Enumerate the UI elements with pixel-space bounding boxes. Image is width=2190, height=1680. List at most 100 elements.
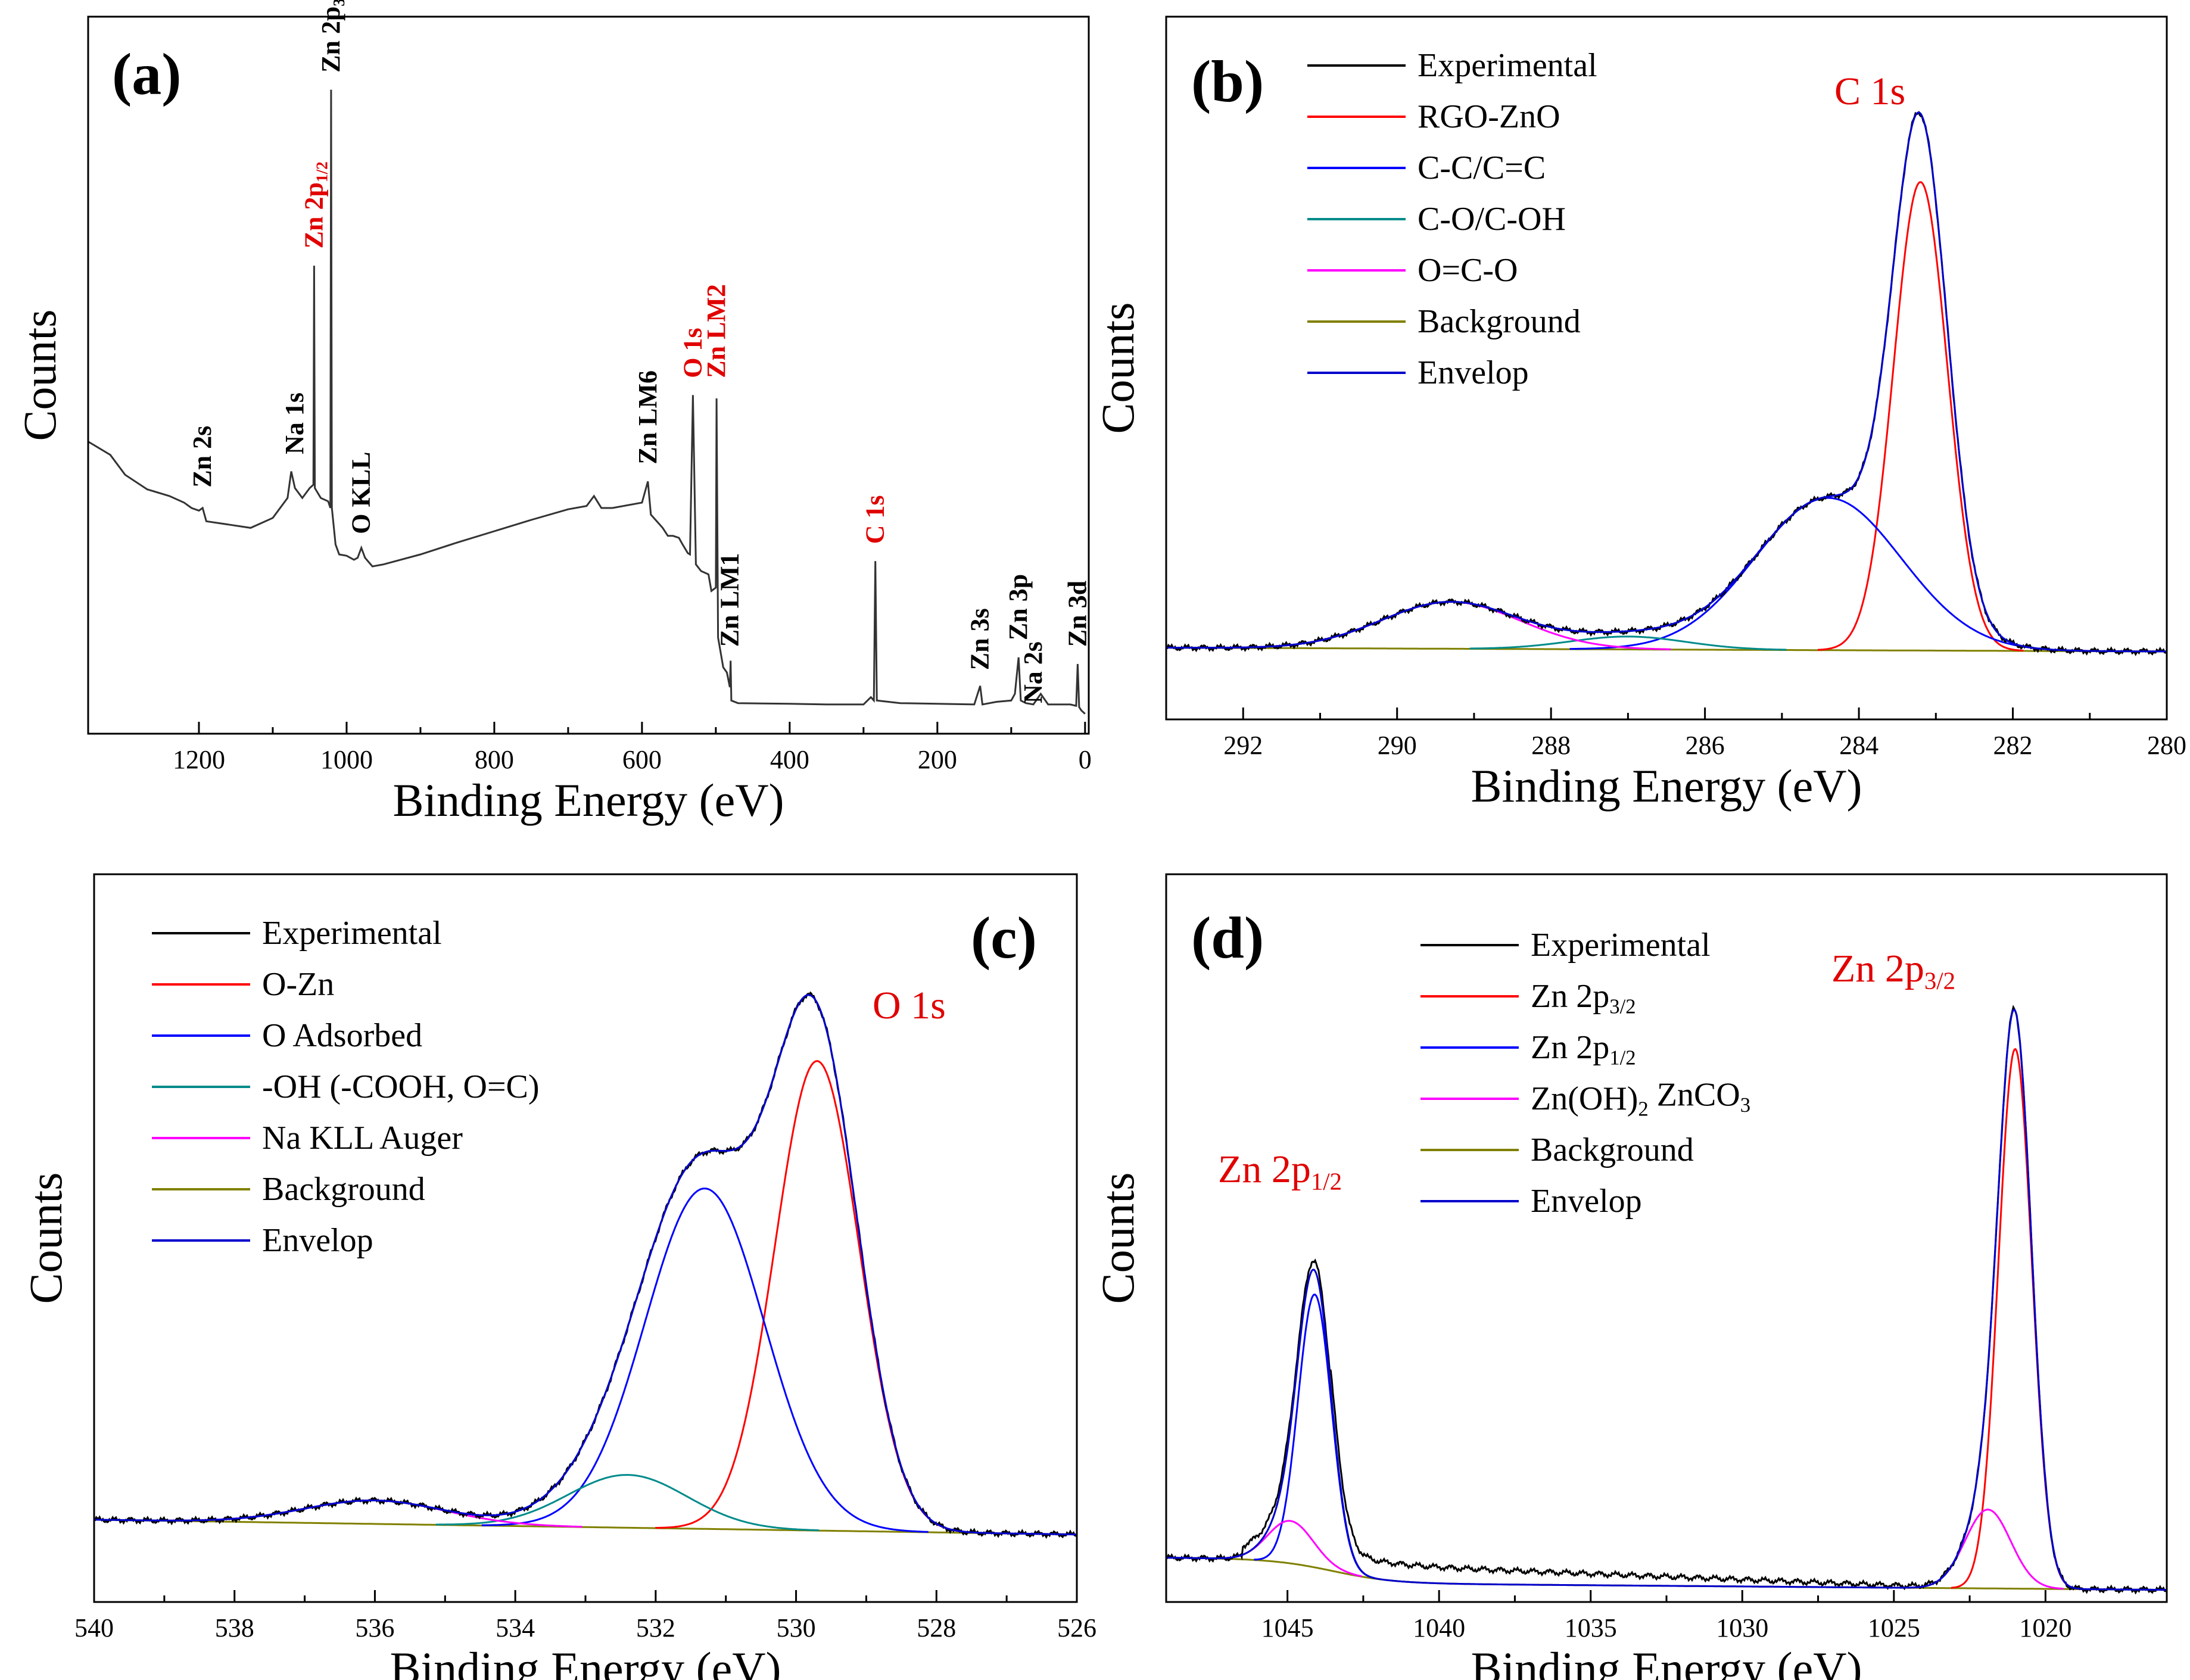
peak-label: Na 2s bbox=[1018, 641, 1048, 703]
peak-annotation: Zn 2p3/2 bbox=[316, 0, 348, 73]
legend-label: Experimental bbox=[262, 915, 442, 952]
x-tick-label: 532 bbox=[636, 1613, 675, 1642]
envelope-line bbox=[94, 994, 1077, 1536]
peak-annotation: Zn 3p bbox=[1004, 574, 1033, 640]
x-tick-label: 1020 bbox=[2019, 1613, 2071, 1642]
legend-label: Envelop bbox=[1418, 354, 1529, 391]
x-tick-label: 1025 bbox=[1868, 1613, 1920, 1642]
peak-label: O 1s bbox=[873, 984, 946, 1027]
legend-label: Background bbox=[1418, 303, 1581, 340]
peak-annotation: C 1s bbox=[861, 495, 890, 544]
component-zn-oh-2-znco3-1- bbox=[1912, 1508, 2064, 1590]
panel-label: (a) bbox=[112, 41, 182, 107]
x-axis-title: Binding Energy (eV) bbox=[1471, 1642, 1862, 1680]
plot-area bbox=[94, 991, 1077, 1539]
x-tick-label: 540 bbox=[74, 1613, 114, 1642]
x-tick-label: 200 bbox=[918, 745, 957, 774]
component-rgo-zno bbox=[1817, 181, 2024, 652]
envelope-line bbox=[1166, 111, 2167, 653]
x-tick-label: 1035 bbox=[1565, 1613, 1617, 1642]
x-tick-label: 800 bbox=[475, 745, 514, 774]
legend-label: Experimental bbox=[1418, 47, 1597, 84]
peak-label: Zn LM6 bbox=[633, 370, 662, 465]
y-axis-title: Counts bbox=[1092, 302, 1144, 434]
x-tick-label: 280 bbox=[2147, 731, 2186, 760]
plot-frame bbox=[1165, 873, 2168, 1603]
x-axis-title: Binding Energy (eV) bbox=[392, 774, 784, 826]
envelope-line bbox=[1166, 1008, 2167, 1591]
component-na-kll-auger bbox=[167, 1500, 582, 1528]
legend-label: Envelop bbox=[1531, 1183, 1642, 1220]
x-tick-label: 528 bbox=[917, 1613, 956, 1642]
x-tick-label: 1200 bbox=[173, 745, 225, 774]
survey-line bbox=[88, 89, 1086, 715]
legend-label: RGO-ZnO bbox=[1418, 98, 1560, 135]
x-tick-label: 600 bbox=[622, 745, 662, 774]
plot-area bbox=[88, 89, 1086, 715]
chart-panel-0: Zn 2s Na 1s Zn 2p1/2 Zn 2p3/2 O KLL Zn LM6 O 1… bbox=[14, 0, 1092, 826]
legend-label: Experimental bbox=[1531, 927, 1711, 964]
legend-label: -OH (-COOH, O=C) bbox=[262, 1068, 540, 1105]
peak-label: Zn 2p1/2 bbox=[1218, 1148, 1342, 1195]
peak-annotation: Na 2s bbox=[1018, 641, 1048, 703]
legend-label: Zn(OH)2 ZnCO3 bbox=[1531, 1077, 1750, 1121]
y-axis-title: Counts bbox=[14, 309, 66, 441]
plot-area bbox=[1166, 1005, 2167, 1595]
component-o-c-o bbox=[1230, 601, 1671, 650]
y-axis-title: Counts bbox=[1092, 1172, 1144, 1304]
peak-annotation: Zn 3d bbox=[1063, 581, 1092, 647]
component-c-o-c-oh bbox=[1469, 635, 1787, 651]
x-tick-label: 1040 bbox=[1413, 1613, 1465, 1642]
legend-label: Na KLL Auger bbox=[262, 1120, 463, 1157]
peak-annotation: O KLL bbox=[347, 452, 376, 534]
component-o-zn bbox=[655, 1060, 979, 1534]
legend-label: Background bbox=[262, 1171, 425, 1208]
component-c-c-c-c bbox=[1569, 497, 2086, 652]
peak-annotation: Zn LM2 bbox=[702, 284, 731, 378]
x-axis-title: Binding Energy (eV) bbox=[390, 1642, 781, 1680]
legend-label: C-C/C=C bbox=[1418, 149, 1546, 186]
component-zn-2p1-2 bbox=[1254, 1293, 1376, 1579]
peak-label: O KLL bbox=[347, 452, 376, 534]
peak-label: Zn 3s bbox=[965, 608, 995, 670]
x-tick-label: 400 bbox=[770, 745, 809, 774]
experimental-line bbox=[1166, 110, 2167, 656]
panel-label: (c) bbox=[971, 905, 1037, 971]
x-tick-label: 1030 bbox=[1716, 1613, 1768, 1642]
experimental-line bbox=[94, 991, 1077, 1539]
x-tick-label: 538 bbox=[215, 1613, 254, 1642]
legend-label: Envelop bbox=[262, 1222, 373, 1259]
y-axis-title: Counts bbox=[20, 1172, 71, 1304]
panel-label: (d) bbox=[1191, 905, 1264, 971]
peak-annotation: Zn 2s bbox=[188, 426, 217, 488]
x-tick-label: 282 bbox=[1993, 731, 2033, 760]
peak-label: Zn 2p3/2 bbox=[316, 0, 348, 73]
plot-area bbox=[1166, 110, 2167, 656]
legend-label: Zn 2p1/2 bbox=[1531, 1029, 1636, 1069]
legend-label: O-Zn bbox=[262, 966, 334, 1003]
x-axis-title: Binding Energy (eV) bbox=[1471, 760, 1862, 812]
component-zn-2p3-2 bbox=[1951, 1048, 2079, 1590]
x-tick-label: 290 bbox=[1378, 731, 1417, 760]
legend-label: Background bbox=[1531, 1132, 1694, 1168]
plot-frame bbox=[1165, 15, 2168, 721]
plot-frame bbox=[87, 15, 1090, 735]
x-tick-label: 530 bbox=[777, 1613, 816, 1642]
peak-annotation: O 1s bbox=[678, 328, 707, 378]
peak-annotation: Zn 2p1/2 bbox=[299, 161, 331, 248]
x-tick-label: 1045 bbox=[1261, 1613, 1314, 1642]
peak-label: Zn 3p bbox=[1004, 574, 1033, 640]
legend-label: Zn 2p3/2 bbox=[1531, 978, 1636, 1018]
component--oh-cooh-o-c- bbox=[435, 1474, 820, 1532]
x-tick-label: 536 bbox=[355, 1613, 394, 1642]
background-line bbox=[94, 1519, 1077, 1536]
chart-panel-1: Experimental RGO-ZnO C-C/C=C C-O/C-OH O=C-O B… bbox=[1092, 15, 2186, 812]
legend-label: O Adsorbed bbox=[262, 1017, 422, 1054]
peak-label: Zn 2s bbox=[188, 426, 217, 488]
x-tick-label: 286 bbox=[1686, 731, 1725, 760]
peak-annotation: Na 1s bbox=[280, 392, 309, 454]
peak-label: O 1s bbox=[678, 328, 707, 378]
peak-label: C 1s bbox=[861, 495, 890, 544]
x-tick-label: 292 bbox=[1223, 731, 1263, 760]
